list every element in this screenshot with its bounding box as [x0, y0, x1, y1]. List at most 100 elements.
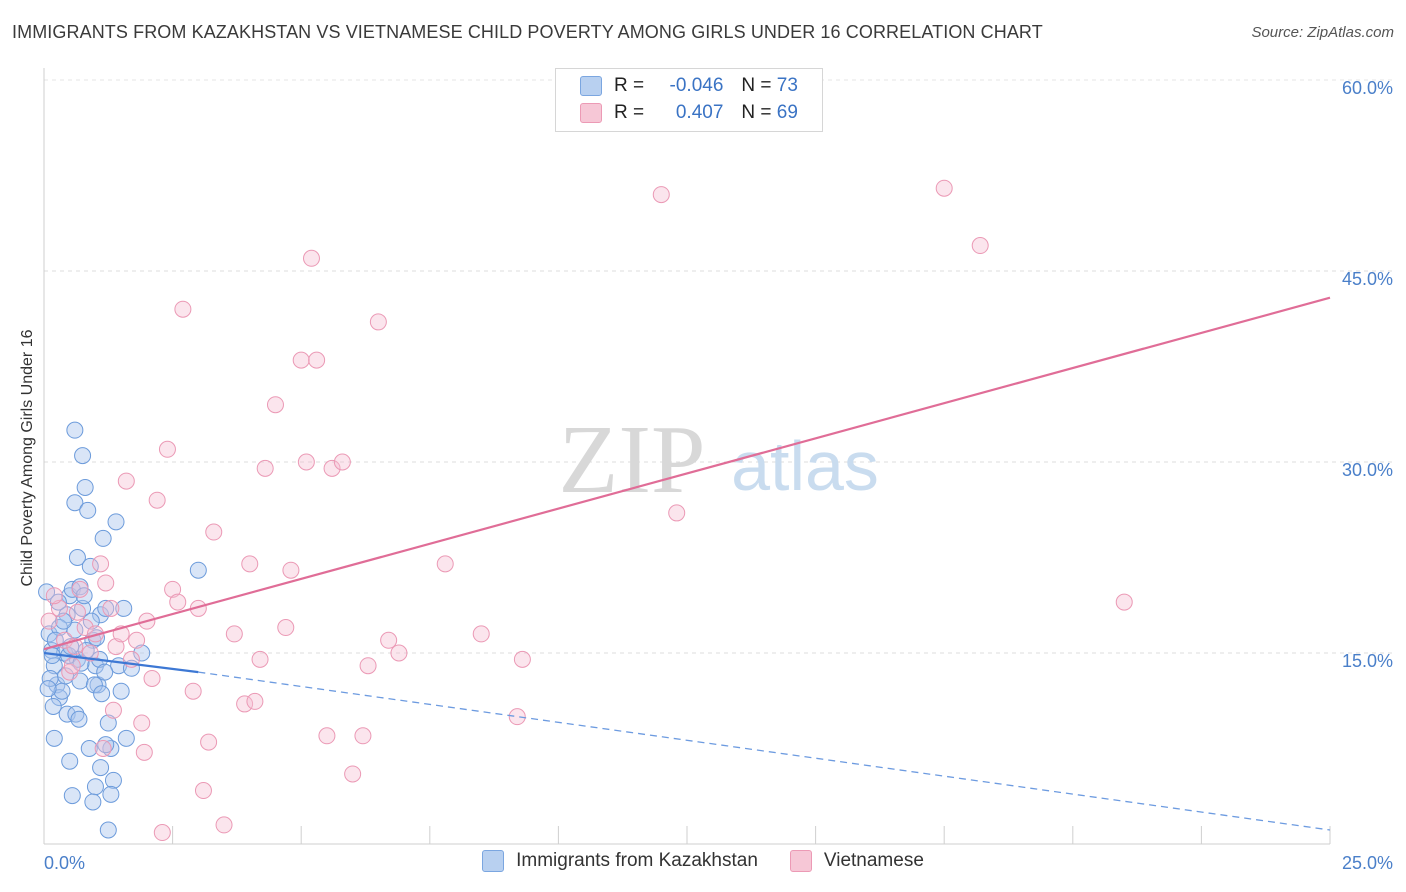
- point-vietnamese: [104, 701, 122, 719]
- legend-row-kazakhstan: R = -0.046 N = 73: [580, 74, 798, 98]
- point-vietnamese: [45, 587, 63, 605]
- point-kazakhstan: [94, 529, 112, 547]
- legend-swatch-kazakhstan: [482, 850, 505, 872]
- point-vietnamese: [390, 644, 408, 662]
- x-tick-label-min: 0.0%: [44, 853, 85, 873]
- point-kazakhstan: [66, 494, 84, 512]
- point-vietnamese: [92, 555, 110, 573]
- legend-swatch-vietnamese: [580, 103, 602, 123]
- point-vietnamese: [297, 453, 315, 471]
- point-vietnamese: [971, 237, 989, 255]
- point-vietnamese: [302, 249, 320, 267]
- point-kazakhstan: [102, 785, 120, 803]
- point-kazakhstan: [84, 793, 102, 811]
- point-vietnamese: [205, 523, 223, 541]
- point-vietnamese: [246, 692, 264, 710]
- point-vietnamese: [184, 682, 202, 700]
- y-tick-label: 60.0%: [1342, 78, 1393, 98]
- legend-r-label: R =: [614, 102, 645, 123]
- point-vietnamese: [135, 743, 153, 761]
- point-vietnamese: [292, 351, 310, 369]
- legend-label-vietnamese: Vietnamese: [823, 850, 924, 871]
- point-kazakhstan: [82, 612, 100, 630]
- trend-line-vietnamese: [43, 296, 1331, 651]
- correlation-legend: R = -0.046 N = 73 R = 0.407 N = 69: [555, 68, 823, 132]
- y-tick-label: 45.0%: [1342, 269, 1393, 289]
- x-axis: [43, 68, 1331, 845]
- point-kazakhstan: [115, 599, 133, 617]
- point-kazakhstan: [104, 771, 122, 789]
- legend-r-label: R =: [614, 75, 645, 96]
- legend-label-kazakhstan: Immigrants from Kazakhstan: [516, 850, 758, 871]
- trend-line-kazakhstan-extension: [198, 671, 1331, 831]
- point-vietnamese: [256, 459, 274, 477]
- legend-n-value-kazakhstan: 73: [776, 75, 798, 96]
- point-kazakhstan: [93, 685, 111, 703]
- point-vietnamese: [318, 727, 336, 745]
- point-kazakhstan: [117, 729, 135, 747]
- point-vietnamese: [153, 824, 171, 842]
- y-tick-label: 30.0%: [1342, 460, 1393, 480]
- legend-r-value-kazakhstan: -0.046: [669, 75, 724, 96]
- legend-n-label: N =: [741, 75, 772, 96]
- source-label: Source: ZipAtlas.com: [1251, 24, 1394, 41]
- point-kazakhstan: [39, 680, 57, 698]
- chart-title: IMMIGRANTS FROM KAZAKHSTAN VS VIETNAMESE…: [12, 22, 1043, 42]
- point-vietnamese: [40, 612, 58, 630]
- point-vietnamese: [308, 351, 326, 369]
- point-vietnamese: [652, 186, 670, 204]
- point-vietnamese: [344, 765, 362, 783]
- watermark-atlas: atlas: [731, 427, 879, 505]
- y-tick-label: 15.0%: [1342, 651, 1393, 671]
- point-vietnamese: [107, 638, 125, 656]
- point-kazakhstan: [67, 705, 85, 723]
- point-vietnamese: [194, 782, 212, 800]
- point-kazakhstan: [79, 501, 97, 519]
- point-vietnamese: [251, 650, 269, 668]
- legend-item-kazakhstan: Immigrants from Kazakhstan: [482, 850, 758, 872]
- point-vietnamese: [215, 816, 233, 834]
- point-vietnamese: [158, 440, 176, 458]
- point-vietnamese: [225, 625, 243, 643]
- point-kazakhstan: [96, 663, 114, 681]
- point-kazakhstan: [133, 644, 151, 662]
- x-tick-labels: 0.0% 25.0%: [44, 853, 1393, 873]
- point-kazakhstan: [112, 682, 130, 700]
- trend-line-kazakhstan: [43, 651, 199, 674]
- legend-r-value-vietnamese: 0.407: [675, 102, 724, 123]
- point-kazakhstan: [44, 697, 62, 715]
- point-kazakhstan: [61, 752, 79, 770]
- point-kazakhstan: [38, 583, 56, 601]
- point-kazakhstan: [66, 421, 84, 439]
- point-vietnamese: [359, 657, 377, 675]
- point-kazakhstan: [107, 513, 125, 531]
- watermark-zip: ZIP: [559, 406, 706, 514]
- point-vietnamese: [236, 695, 254, 713]
- point-kazakhstan: [76, 478, 94, 496]
- point-vietnamese: [143, 669, 161, 687]
- point-vietnamese: [50, 599, 68, 617]
- point-vietnamese: [169, 593, 187, 611]
- legend-row-vietnamese: R = 0.407 N = 69: [580, 101, 798, 125]
- point-vietnamese: [81, 644, 99, 662]
- point-vietnamese: [68, 603, 86, 621]
- legend-item-vietnamese: Vietnamese: [789, 850, 924, 872]
- point-vietnamese: [102, 599, 120, 617]
- point-vietnamese: [282, 561, 300, 579]
- y-axis-label: Child Poverty Among Girls Under 16: [19, 329, 36, 586]
- point-vietnamese: [668, 504, 686, 522]
- point-kazakhstan: [99, 714, 117, 732]
- point-vietnamese: [71, 580, 89, 598]
- point-vietnamese: [935, 179, 953, 197]
- point-kazakhstan: [53, 682, 71, 700]
- point-vietnamese: [133, 714, 151, 732]
- point-vietnamese: [380, 631, 398, 649]
- point-vietnamese: [354, 727, 372, 745]
- point-kazakhstan: [40, 625, 58, 643]
- point-kazakhstan: [99, 821, 117, 839]
- legend-swatch-kazakhstan: [580, 76, 602, 96]
- point-vietnamese: [436, 555, 454, 573]
- point-kazakhstan: [68, 549, 86, 566]
- point-vietnamese: [266, 396, 284, 414]
